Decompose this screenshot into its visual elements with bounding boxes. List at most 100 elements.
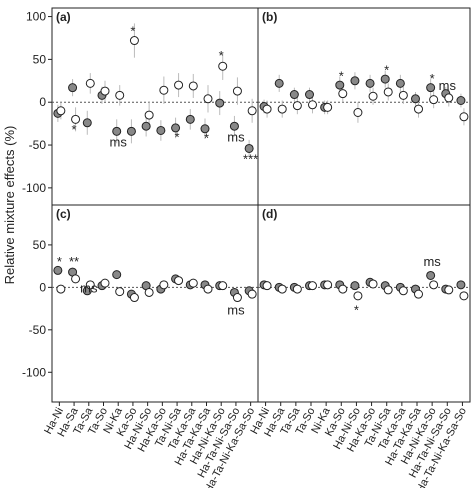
- point: [305, 90, 314, 100]
- point: [292, 101, 302, 111]
- y-tick-label: -100: [22, 365, 46, 379]
- y-tick-label: 50: [33, 52, 47, 66]
- point: [308, 100, 317, 110]
- point: [274, 78, 284, 88]
- point: [203, 94, 213, 104]
- point: [129, 36, 139, 46]
- point: [156, 125, 166, 135]
- point: [398, 286, 408, 296]
- point: [188, 81, 198, 91]
- point: [247, 289, 257, 299]
- point: [215, 98, 225, 108]
- annotation: *: [204, 130, 209, 145]
- annotation: **: [69, 254, 79, 269]
- point: [244, 143, 254, 153]
- point: [353, 107, 363, 117]
- annotation: *: [430, 71, 435, 86]
- point: [68, 83, 78, 93]
- annotation: *: [384, 63, 389, 78]
- point: [82, 118, 92, 128]
- annotation: *: [72, 122, 77, 137]
- y-axis-label: Relative mixture effects (%): [2, 126, 17, 285]
- point: [350, 76, 360, 86]
- panel-label: (a): [56, 10, 71, 24]
- point: [112, 270, 122, 280]
- point: [85, 280, 95, 290]
- annotation: *: [339, 69, 344, 84]
- y-tick-label: 0: [39, 280, 46, 294]
- point: [323, 280, 333, 290]
- annotation: ***: [243, 152, 258, 167]
- point: [383, 87, 393, 97]
- point: [365, 78, 375, 88]
- point: [218, 61, 228, 71]
- point: [262, 281, 272, 291]
- point: [414, 289, 423, 299]
- point: [456, 280, 466, 290]
- point: [368, 91, 378, 101]
- point: [144, 110, 154, 120]
- point: [323, 102, 333, 112]
- annotation: ms: [423, 254, 441, 269]
- point: [395, 78, 405, 88]
- point: [338, 89, 348, 99]
- y-tick-label: -100: [22, 181, 46, 195]
- point: [411, 94, 420, 104]
- y-tick-label: 100: [26, 10, 46, 24]
- point: [398, 90, 408, 100]
- point: [456, 96, 466, 106]
- y-tick-label: -50: [29, 323, 47, 337]
- panel-label: (b): [262, 10, 277, 24]
- annotation: ms: [110, 135, 128, 150]
- point: [277, 104, 287, 114]
- point: [100, 278, 110, 288]
- annotation: *: [354, 302, 359, 317]
- point: [429, 95, 439, 105]
- panel-frame: [257, 7, 471, 206]
- annotation: ms: [80, 280, 98, 295]
- point: [85, 78, 95, 88]
- point: [53, 265, 63, 275]
- point: [126, 126, 136, 136]
- point: [289, 90, 299, 100]
- point: [115, 90, 125, 100]
- point: [159, 85, 169, 95]
- point: [200, 124, 210, 134]
- annotation: ms: [439, 78, 457, 93]
- point: [368, 279, 378, 289]
- point: [141, 121, 151, 131]
- point: [100, 86, 110, 96]
- point: [459, 112, 469, 122]
- point: [218, 281, 228, 291]
- point: [115, 287, 125, 297]
- point: [56, 284, 66, 294]
- point: [174, 276, 184, 286]
- point: [459, 291, 469, 301]
- point: [380, 74, 390, 84]
- point: [350, 281, 360, 291]
- point: [247, 106, 257, 116]
- point: [429, 280, 439, 290]
- point: [174, 80, 184, 90]
- point: [188, 278, 198, 288]
- annotation: ms: [227, 129, 245, 144]
- point: [444, 93, 454, 103]
- panel-label: (c): [56, 207, 71, 221]
- point: [292, 284, 302, 294]
- point: [414, 104, 423, 114]
- point: [229, 121, 239, 131]
- point: [353, 291, 363, 301]
- y-tick-label: -50: [29, 138, 47, 152]
- y-tick-label: 0: [39, 95, 46, 109]
- point: [444, 285, 454, 295]
- point: [426, 270, 436, 280]
- point: [383, 285, 393, 295]
- point: [426, 83, 436, 93]
- point: [335, 80, 345, 90]
- panel-frame: [51, 7, 259, 206]
- point: [203, 284, 213, 294]
- point: [308, 281, 317, 291]
- point: [129, 293, 139, 303]
- annotation: *: [57, 254, 62, 269]
